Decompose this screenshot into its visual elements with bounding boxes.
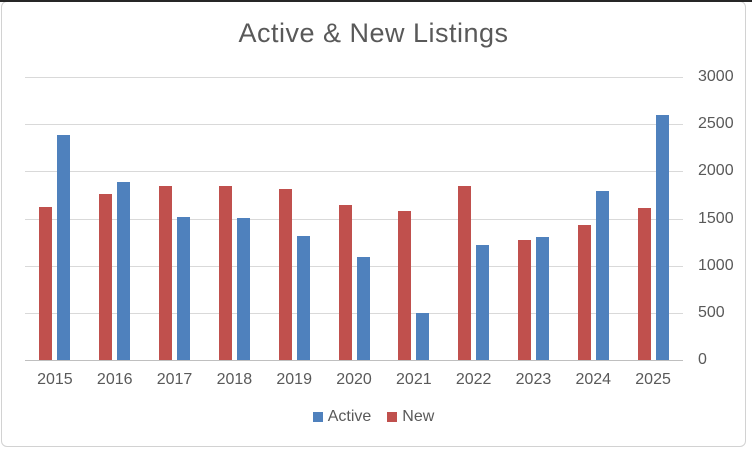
bar-new-2018 <box>218 186 232 360</box>
bar-active-2015 <box>57 135 71 360</box>
gridline-1000 <box>25 265 683 267</box>
bar-active-2021 <box>416 312 430 360</box>
gridline-1500 <box>25 218 683 220</box>
window-top-edge <box>0 0 752 2</box>
bar-new-2015 <box>39 207 53 360</box>
x-tick-label-2019: 2019 <box>276 371 312 388</box>
x-axis-line <box>25 360 683 361</box>
x-tick-label-2024: 2024 <box>575 371 612 388</box>
bar-new-2019 <box>278 189 292 360</box>
x-tick-label-2022: 2022 <box>455 371 492 388</box>
x-tick-label-2018: 2018 <box>216 371 253 388</box>
bar-new-2023 <box>517 240 531 360</box>
bar-new-2017 <box>159 186 173 360</box>
bar-active-2017 <box>177 216 191 360</box>
bar-new-2020 <box>338 205 352 360</box>
y-tick-label-0: 0 <box>698 351 707 368</box>
plot-area <box>25 77 683 361</box>
y-tick-label-500: 500 <box>698 303 725 321</box>
bar-new-2024 <box>577 225 591 360</box>
x-tick-label-2017: 2017 <box>156 371 193 388</box>
bar-active-2016 <box>117 181 131 360</box>
gridline-3000 <box>25 77 683 78</box>
x-tick-label-2020: 2020 <box>336 371 372 388</box>
bar-new-2016 <box>99 193 113 360</box>
gridline-2500 <box>25 124 683 126</box>
chart-title: Active & New Listings <box>238 18 509 48</box>
y-tick-label-1000: 1000 <box>698 256 734 274</box>
legend-marker-new-icon <box>387 412 398 422</box>
legend-label-active: Active <box>327 408 372 425</box>
y-tick-label-1500: 1500 <box>698 209 734 227</box>
bar-active-2025 <box>655 114 669 360</box>
legend-item-active: Active <box>312 408 372 426</box>
legend: Active New <box>2 406 745 428</box>
x-tick-label-2025: 2025 <box>635 371 671 388</box>
bar-active-2018 <box>236 217 250 360</box>
gridline-2000 <box>25 171 683 173</box>
bar-new-2025 <box>637 208 651 360</box>
y-tick-label-2500: 2500 <box>698 115 734 133</box>
x-tick-label-2023: 2023 <box>515 371 552 388</box>
bar-active-2022 <box>476 244 490 360</box>
x-tick-label-2016: 2016 <box>96 371 133 388</box>
bar-new-2022 <box>458 186 472 360</box>
bar-active-2024 <box>595 191 609 360</box>
x-tick-label-2021: 2021 <box>396 371 432 388</box>
bar-new-2021 <box>398 210 412 360</box>
y-tick-label-2000: 2000 <box>698 162 734 180</box>
bar-active-2020 <box>356 257 370 360</box>
x-tick-label-2015: 2015 <box>37 371 73 388</box>
gridline-500 <box>25 312 683 314</box>
legend-item-new: New <box>387 408 434 426</box>
legend-marker-active-icon <box>312 412 323 422</box>
bar-active-2019 <box>296 236 310 360</box>
legend-label-new: New <box>402 408 435 425</box>
bar-active-2023 <box>535 237 549 360</box>
chart-frame: Active & New Listings 0 500 1000 1500 2000 25… <box>1 1 746 447</box>
y-tick-label-3000: 3000 <box>698 68 734 85</box>
